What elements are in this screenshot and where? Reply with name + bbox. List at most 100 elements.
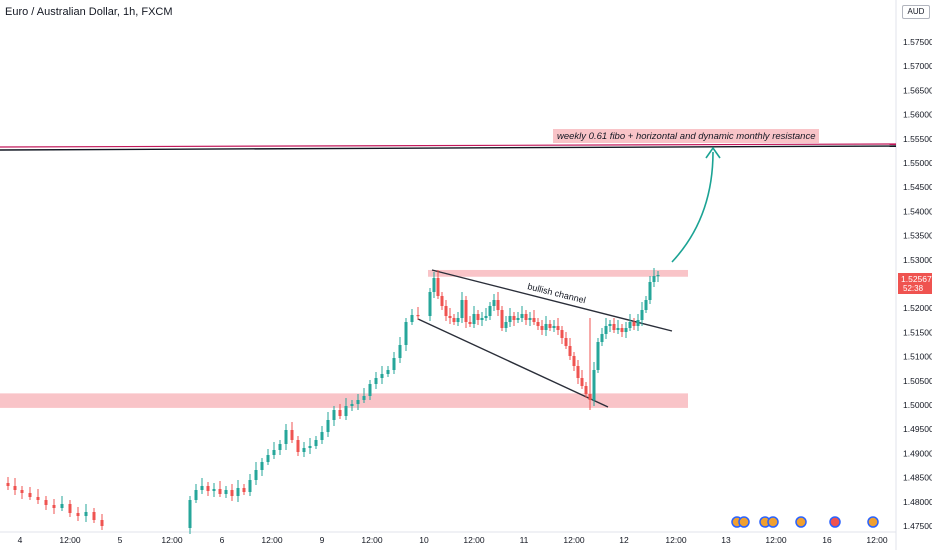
candle-down <box>524 314 528 320</box>
projection-arrow <box>671 151 714 263</box>
price-tick-label: 1.55500 <box>903 134 932 144</box>
price-tick-label: 1.57500 <box>903 37 932 47</box>
candle-down <box>52 505 56 508</box>
event-icon[interactable] <box>767 516 779 528</box>
candle-down <box>444 306 448 316</box>
candle-down <box>68 504 72 513</box>
candle-down <box>532 318 536 322</box>
candle-up <box>640 310 644 320</box>
candle-down <box>540 326 544 330</box>
event-icon[interactable] <box>829 516 841 528</box>
event-icon[interactable] <box>738 516 750 528</box>
candle-up <box>200 486 204 490</box>
candle-up <box>596 342 600 370</box>
candle-up <box>398 345 402 358</box>
candle-down <box>536 322 540 326</box>
candle-up <box>648 282 652 300</box>
candle-down <box>584 386 588 394</box>
event-icon[interactable] <box>867 516 879 528</box>
candle-up <box>456 318 460 322</box>
candle-up <box>516 318 520 320</box>
candle-up <box>472 314 476 324</box>
candle-up <box>404 322 408 345</box>
time-axis: 4 12:00 5 12:00 6 12:00 9 12:00 10 12:00 11 12:00 12… <box>18 535 888 545</box>
price-tick-label: 1.47500 <box>903 521 932 531</box>
time-tick-label: 12:00 <box>665 535 687 545</box>
price-tick-label: 1.50000 <box>903 400 932 410</box>
candle-up <box>600 334 604 342</box>
candle-down <box>556 326 560 330</box>
candle-down <box>296 440 300 452</box>
horizontal-resistance-line <box>0 145 897 151</box>
candle-up <box>652 276 656 282</box>
chart-title: Euro / Australian Dollar, 1h, FXCM <box>5 6 173 18</box>
candle-up <box>188 500 192 528</box>
candle-down <box>632 322 636 326</box>
candle-up <box>84 512 88 516</box>
time-tick-label: 12:00 <box>161 535 183 545</box>
candle-down <box>6 483 10 486</box>
price-tick-label: 1.56500 <box>903 85 932 95</box>
candle-down <box>576 366 580 378</box>
price-tick-label: 1.50500 <box>903 376 932 386</box>
price-tick-label: 1.54500 <box>903 182 932 192</box>
candle-down <box>620 328 624 332</box>
economic-events <box>731 516 879 528</box>
candle-up <box>644 300 648 310</box>
resistance-label: weekly 0.61 fibo + horizontal and dynami… <box>557 131 816 142</box>
price-tick-label: 1.48500 <box>903 473 932 483</box>
currency-badge[interactable]: AUD <box>902 5 930 19</box>
candle-up <box>248 480 252 492</box>
time-tick-label: 12:00 <box>866 535 888 545</box>
time-tick-label: 5 <box>118 535 123 545</box>
candle-up <box>410 315 414 322</box>
candle-up <box>278 444 282 450</box>
candle-up <box>272 450 276 455</box>
price-tick-label: 1.53500 <box>903 231 932 241</box>
price-tick-label: 1.48000 <box>903 497 932 507</box>
event-icon[interactable] <box>795 516 807 528</box>
candle-down <box>612 324 616 330</box>
candle-down <box>564 338 568 346</box>
candle-down <box>28 493 32 497</box>
candle-up <box>392 358 396 370</box>
candle-up <box>350 404 354 406</box>
candle-down <box>496 300 500 310</box>
candle-up <box>362 396 366 400</box>
candle-down <box>452 318 456 322</box>
candle-up <box>480 318 484 320</box>
channel-upper-line <box>431 269 673 332</box>
candle-up <box>302 448 306 452</box>
candle-down <box>572 356 576 366</box>
candle-up <box>386 370 390 374</box>
candle-up <box>432 278 436 292</box>
price-tick-label: 1.51000 <box>903 352 932 362</box>
time-tick-label: 13 <box>721 535 731 545</box>
candle-up <box>284 430 288 444</box>
candle-up <box>636 320 640 326</box>
candle-up <box>592 370 596 400</box>
candle-up <box>484 316 488 318</box>
candle-down <box>76 513 80 516</box>
candle-up <box>344 406 348 416</box>
candle-up <box>320 432 324 440</box>
time-tick-label: 12:00 <box>563 535 585 545</box>
candle-down <box>464 300 468 322</box>
time-tick-label: 10 <box>419 535 429 545</box>
candle-up <box>236 488 240 496</box>
price-tick-label: 1.49500 <box>903 424 932 434</box>
price-tick-label: 1.56000 <box>903 110 932 120</box>
candle-down <box>338 410 342 416</box>
price-tick-label: 1.49000 <box>903 448 932 458</box>
time-tick-label: 6 <box>220 535 225 545</box>
candle-down <box>468 322 472 324</box>
candle-up <box>616 328 620 330</box>
monthly-resistance-line <box>0 143 897 148</box>
candle-down <box>440 296 444 306</box>
candle-up <box>224 490 228 494</box>
candle-up <box>260 462 264 470</box>
candle-down <box>218 489 222 494</box>
last-price: 1.52567 <box>901 274 932 284</box>
candle-down <box>230 490 234 496</box>
